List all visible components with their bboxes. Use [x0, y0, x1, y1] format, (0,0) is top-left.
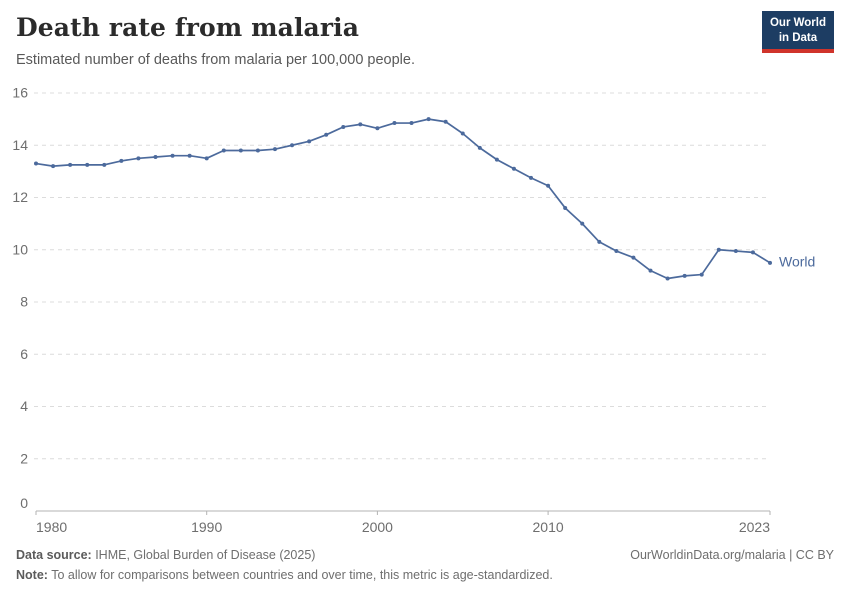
data-point-marker[interactable] [699, 272, 704, 277]
data-point-marker[interactable] [307, 139, 312, 144]
data-point-marker[interactable] [716, 247, 721, 252]
data-point-marker[interactable] [563, 205, 568, 210]
data-point-marker[interactable] [324, 132, 329, 137]
x-axis-tick-label: 2000 [362, 519, 393, 535]
line-chart[interactable]: 0 2 4 6 8 10 12 14 16 1980 1990 2000 2010 2023 World [0, 0, 850, 540]
data-point-marker[interactable] [614, 249, 619, 254]
data-point-marker[interactable] [34, 161, 38, 166]
y-axis-tick-label: 8 [20, 294, 28, 310]
y-axis-tick-label: 12 [12, 189, 28, 205]
data-point-marker[interactable] [648, 268, 653, 273]
data-point-marker[interactable] [529, 175, 534, 180]
y-axis-tick-label: 16 [12, 85, 28, 101]
data-point-marker[interactable] [68, 162, 73, 167]
data-point-marker[interactable] [682, 273, 687, 278]
data-point-marker[interactable] [375, 126, 380, 131]
x-axis-tick-label: 2023 [739, 519, 770, 535]
data-point-marker[interactable] [187, 153, 192, 158]
data-point-marker[interactable] [511, 166, 516, 171]
data-point-marker[interactable] [460, 131, 465, 136]
data-point-marker[interactable] [426, 117, 431, 122]
data-point-marker[interactable] [494, 157, 499, 162]
footer-source-row: Data source: IHME, Global Burden of Dise… [16, 545, 834, 565]
data-point-marker[interactable] [51, 164, 56, 169]
y-axis-tick-label: 6 [20, 346, 28, 362]
data-point-marker[interactable] [409, 121, 414, 126]
chart-title: Death rate from malaria [16, 13, 360, 42]
chart-footer: Data source: IHME, Global Burden of Dise… [16, 545, 834, 585]
x-axis-tick-label: 1990 [191, 519, 222, 535]
y-axis-tick-label: 2 [20, 450, 28, 466]
data-point-marker[interactable] [85, 162, 90, 167]
data-source-text: Data source: IHME, Global Burden of Dise… [16, 545, 315, 565]
data-point-marker[interactable] [290, 143, 295, 148]
y-axis-tick-label: 14 [12, 137, 28, 153]
data-point-marker[interactable] [580, 221, 585, 226]
data-point-marker[interactable] [733, 249, 738, 254]
data-source-label: Data source: [16, 548, 92, 562]
x-axis-tick-label: 1980 [36, 519, 67, 535]
data-point-marker[interactable] [238, 148, 243, 153]
data-point-marker[interactable] [341, 124, 346, 129]
data-point-marker[interactable] [750, 250, 755, 255]
owid-logo-line1: Our World [769, 17, 826, 29]
data-point-marker[interactable] [272, 147, 277, 152]
data-point-marker[interactable] [443, 119, 448, 124]
chart-subtitle: Estimated number of deaths from malaria … [16, 52, 415, 68]
series-label-world[interactable]: World [779, 253, 815, 269]
data-point-marker[interactable] [221, 148, 226, 153]
data-point-marker[interactable] [102, 162, 107, 167]
data-point-marker[interactable] [119, 158, 124, 163]
footer-note-row: Note: To allow for comparisons between c… [16, 565, 834, 585]
data-point-marker[interactable] [546, 183, 551, 188]
data-point-marker[interactable] [665, 276, 670, 281]
data-point-marker[interactable] [768, 260, 772, 265]
note-label: Note: [16, 568, 48, 582]
note-value: To allow for comparisons between countri… [47, 568, 553, 582]
data-point-marker[interactable] [170, 153, 175, 158]
owid-logo-line2: in Data [778, 31, 818, 44]
y-axis-tick-label: 0 [20, 495, 28, 511]
y-axis-tick-label: 4 [20, 398, 28, 414]
series-line-world[interactable] [35, 118, 771, 280]
data-point-marker[interactable] [136, 156, 141, 161]
data-point-marker[interactable] [255, 148, 260, 153]
owid-logo[interactable]: Our World in Data [761, 11, 834, 53]
data-point-marker[interactable] [358, 122, 363, 127]
data-point-marker[interactable] [597, 239, 602, 244]
data-point-marker[interactable] [204, 156, 209, 161]
data-source-value: IHME, Global Burden of Disease (2025) [91, 548, 316, 562]
y-axis-tick-label: 10 [12, 241, 28, 257]
data-point-marker[interactable] [631, 255, 636, 260]
owid-link[interactable]: OurWorldinData.org/malaria | CC BY [630, 548, 834, 562]
data-point-marker[interactable] [392, 121, 397, 126]
data-point-marker[interactable] [477, 145, 482, 150]
x-axis-tick-label: 2010 [533, 519, 564, 535]
data-point-marker[interactable] [153, 155, 158, 160]
